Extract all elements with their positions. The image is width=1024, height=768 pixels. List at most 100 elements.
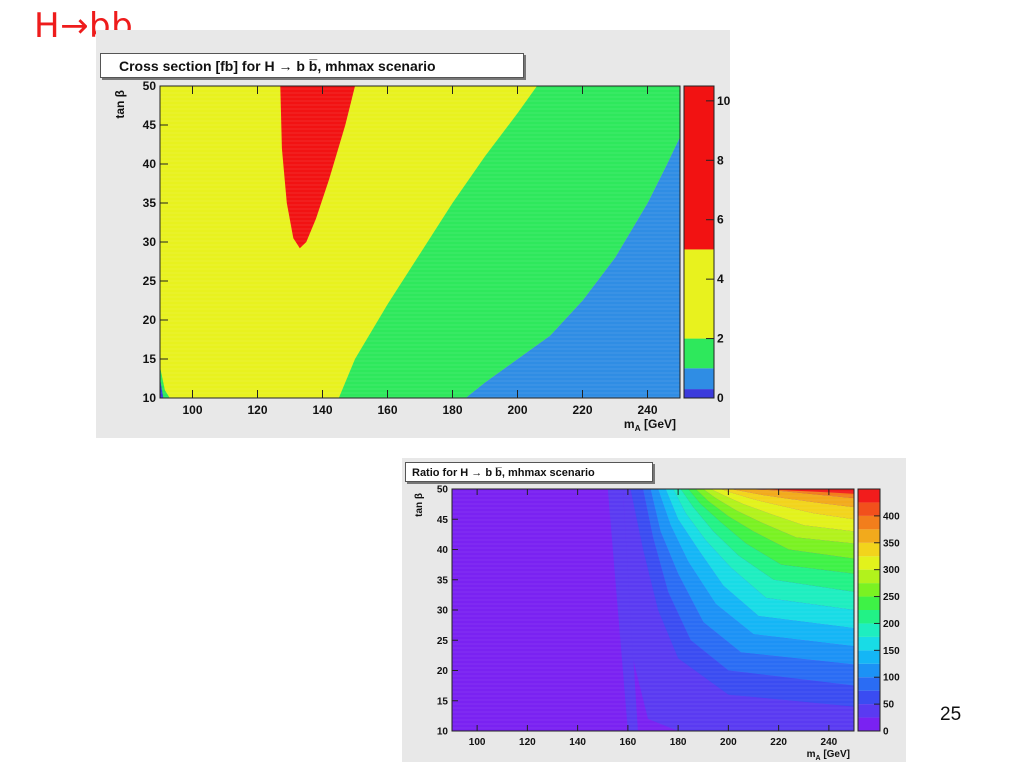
contour-band	[643, 489, 854, 686]
colorbar-border	[683, 85, 715, 399]
y-tick-label: 50	[437, 485, 449, 496]
colorbar-level	[858, 556, 880, 570]
x-axis-label-sub: A	[815, 755, 820, 762]
chart1-title: Cross section [fb] for H → b b̅, mhmax s…	[100, 53, 524, 78]
contour-band	[680, 489, 854, 592]
x-tick-label: 140	[312, 403, 332, 417]
contour-band	[665, 489, 854, 629]
colorbar-level	[858, 704, 880, 718]
colorbar-tick-label: 0	[717, 391, 724, 405]
y-tick-label: 40	[437, 545, 449, 556]
colorbar-tick-label: 200	[883, 619, 900, 630]
colorbar-level	[858, 542, 880, 557]
colorbar-level	[858, 663, 880, 678]
y-tick-label: 10	[437, 727, 449, 738]
y-tick-label: 15	[143, 352, 157, 366]
colorbar-level	[684, 389, 714, 398]
colorbar-level	[858, 690, 880, 705]
y-tick-label: 30	[143, 235, 157, 249]
x-tick-label: 120	[247, 403, 267, 417]
colorbar-level	[858, 650, 880, 664]
y-tick-label: 50	[143, 79, 157, 93]
x-tick-label: 120	[519, 737, 536, 748]
region-red	[280, 86, 355, 249]
colorbar-level	[858, 596, 880, 610]
x-tick-label: 100	[469, 737, 486, 748]
x-tick-label: 100	[182, 403, 202, 417]
colorbar-tick-label: 0	[883, 727, 889, 738]
region-blue	[465, 136, 680, 398]
colorbar-level	[858, 489, 880, 503]
x-axis-label: mA [GeV]	[624, 417, 676, 433]
x-tick-label: 180	[670, 737, 687, 748]
contour-band	[658, 489, 854, 647]
y-tick-label: 45	[437, 515, 449, 526]
y-tick-label: 40	[143, 157, 157, 171]
region-lowcorner-green	[160, 366, 170, 398]
colorbar-tick-label: 100	[883, 673, 900, 684]
x-tick-label: 160	[377, 403, 397, 417]
x-tick-label: 200	[720, 737, 737, 748]
colorbar-tick-label: 6	[717, 213, 724, 227]
region-transition	[607, 489, 638, 731]
colorbar-level	[858, 583, 880, 597]
x-axis-label-unit: [GeV]	[641, 417, 676, 431]
colorbar-tick-label: 50	[883, 700, 895, 711]
contour-band	[650, 489, 854, 665]
colorbar-level	[858, 569, 880, 584]
colorbar-tick-label: 400	[883, 511, 900, 522]
y-tick-label: 45	[143, 118, 157, 132]
x-axis-label-unit: [GeV]	[821, 749, 850, 760]
colorbar-level	[858, 529, 880, 543]
colorbar-level	[858, 502, 880, 516]
y-tick-label: 35	[437, 575, 449, 586]
colorbar-level	[684, 86, 714, 250]
contour-band	[710, 489, 854, 532]
y-tick-label: 30	[437, 606, 449, 617]
x-tick-label: 220	[572, 403, 592, 417]
colorbar-level	[858, 717, 880, 731]
x-axis-label-sub: A	[635, 423, 641, 433]
x-axis-label-main: m	[807, 749, 816, 760]
y-tick-label: 35	[143, 196, 157, 210]
colorbar-tick-label: 10	[717, 94, 731, 108]
y-tick-label: 15	[437, 696, 449, 707]
y-tick-label: 20	[143, 313, 157, 327]
contour-band-top	[758, 489, 854, 494]
contour-band	[703, 489, 854, 544]
region-green	[338, 86, 680, 398]
y-tick-label: 25	[143, 274, 157, 288]
y-tick-label: 25	[437, 636, 449, 647]
colorbar-border	[857, 488, 881, 732]
chart2-title: Ratio for H → b b̅, mhmax scenario	[405, 462, 653, 482]
contour-band	[695, 489, 854, 559]
contour-band	[688, 489, 854, 574]
x-tick-label: 200	[507, 403, 527, 417]
colorbar-level	[858, 623, 880, 637]
x-tick-label: 240	[821, 737, 838, 748]
colorbar-level	[684, 338, 714, 369]
colorbar-level	[858, 677, 880, 691]
contour-band	[673, 489, 854, 610]
x-axis-label: mA [GeV]	[807, 749, 850, 762]
contour-band	[720, 489, 854, 520]
x-axis-label-main: m	[624, 417, 635, 431]
colorbar-tick-label: 350	[883, 538, 900, 549]
colorbar-tick-label: 150	[883, 646, 900, 657]
colorbar-level	[684, 249, 714, 339]
colorbar-tick-label: 300	[883, 565, 900, 576]
colorbar-level	[858, 610, 880, 624]
page-number: 25	[940, 704, 962, 725]
chart1: 100 120 140 160 180 200 220 2401015202530354045…	[113, 79, 731, 433]
y-tick-label: 10	[143, 391, 157, 405]
region-lowcorner-blue	[160, 378, 164, 398]
chart2: 100 120 140 160 180 200 220 240 10 15 20 25 30 35 40 45…	[414, 485, 900, 763]
colorbar-tick-label: 4	[717, 272, 724, 286]
y-axis-label: tan β	[113, 90, 127, 119]
x-tick-label: 240	[637, 403, 657, 417]
colorbar-tick-label: 250	[883, 592, 900, 603]
contour-band	[630, 489, 854, 707]
contour-band	[730, 489, 854, 508]
colorbar-level	[858, 515, 880, 530]
contour-band	[622, 489, 854, 731]
